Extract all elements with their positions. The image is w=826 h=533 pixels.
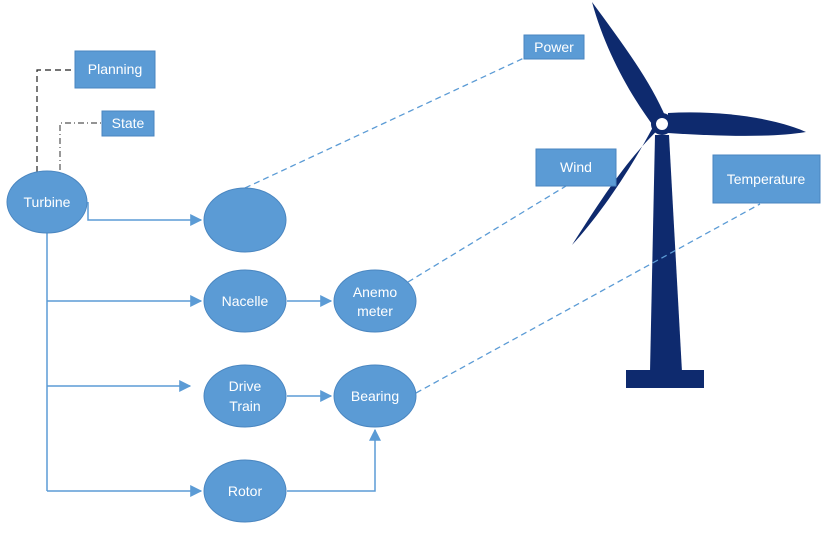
node-turbine-label: Turbine [24, 194, 71, 210]
node-rotor-label: Rotor [228, 483, 263, 499]
turbine-tower [650, 135, 682, 372]
turbine-hub-center [656, 118, 668, 130]
turbine-base [626, 370, 704, 388]
node-turbine: Turbine [6, 170, 88, 234]
node-bearing-label: Bearing [351, 388, 399, 404]
turbine-blade-up [592, 2, 666, 128]
box-temperature: Temperature [712, 154, 821, 204]
node-nacelle-label: Nacelle [222, 293, 269, 309]
turbine-blade-down [572, 123, 665, 245]
turbine-blade-right [668, 112, 806, 136]
turbine-to-unlabeled-connector [87, 202, 203, 226]
box-planning: Planning [74, 50, 156, 89]
node-bearing: Bearing [333, 364, 417, 428]
box-temperature-label: Temperature [727, 171, 806, 187]
node-nacelle: Nacelle [203, 269, 287, 333]
node-rotor: Rotor [203, 459, 287, 523]
rotor-to-bearing-connector [287, 428, 381, 492]
node-anemometer: Anemo meter [333, 269, 417, 333]
wind-link [407, 185, 567, 283]
state-link [59, 122, 102, 170]
node-drive-train-label-line1: Drive [229, 378, 262, 394]
power-link [244, 57, 525, 189]
temperature-link [415, 203, 761, 394]
node-anemometer-label-line1: Anemo [353, 284, 398, 300]
node-drive-train: Drive Train [203, 364, 287, 428]
box-wind: Wind [535, 148, 617, 187]
node-unlabeled [203, 187, 287, 253]
node-drive-train-label-line2: Train [229, 398, 260, 414]
planning-link [36, 69, 75, 172]
wind-turbine-icon [572, 2, 806, 388]
box-power-label: Power [534, 39, 574, 55]
box-wind-label: Wind [560, 159, 592, 175]
node-anemometer-label-line2: meter [357, 303, 393, 319]
box-power: Power [523, 34, 585, 60]
box-state-label: State [112, 115, 145, 131]
box-state: State [101, 110, 155, 137]
box-planning-label: Planning [88, 61, 143, 77]
